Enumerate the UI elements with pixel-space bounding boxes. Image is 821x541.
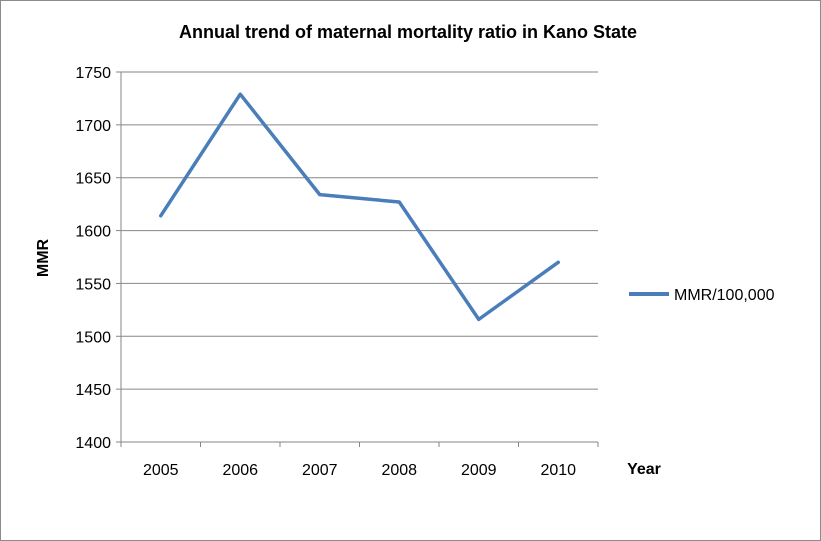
data-point xyxy=(556,260,560,264)
data-point xyxy=(159,214,163,218)
y-tick-label: 1550 xyxy=(75,276,111,293)
x-tick-label: 2007 xyxy=(302,462,338,479)
y-tick-label: 1400 xyxy=(75,435,111,452)
x-tick-label: 2009 xyxy=(461,462,497,479)
y-tick-label: 1650 xyxy=(75,171,111,188)
x-tick-label: 2010 xyxy=(540,462,576,479)
x-tick-label: 2005 xyxy=(143,462,179,479)
series-line xyxy=(159,92,560,322)
y-axis-ticks: 1400 1450 1500 1550 1600 1650 1700 1750 xyxy=(75,65,121,452)
x-axis-label: Year xyxy=(627,461,661,478)
y-tick-label: 1600 xyxy=(75,224,111,241)
chart-title: Annual trend of maternal mortality ratio… xyxy=(179,22,637,42)
series-group xyxy=(159,92,560,322)
legend: MMR/100,000 xyxy=(629,287,775,304)
data-point xyxy=(477,317,481,321)
y-tick-label: 1450 xyxy=(75,382,111,399)
x-tick-label: 2006 xyxy=(222,462,258,479)
data-point xyxy=(238,92,242,96)
y-tick-label: 1500 xyxy=(75,329,111,346)
data-point xyxy=(397,200,401,204)
y-axis-label: MMR xyxy=(35,238,52,277)
y-tick-label: 1750 xyxy=(75,65,111,82)
gridlines xyxy=(121,71,598,390)
x-axis-ticks: 2005 2006 2007 2008 2009 2010 xyxy=(120,442,599,479)
y-tick-label: 1700 xyxy=(75,118,111,135)
x-tick-label: 2008 xyxy=(381,462,417,479)
data-point xyxy=(318,193,322,197)
legend-label: MMR/100,000 xyxy=(674,287,775,304)
